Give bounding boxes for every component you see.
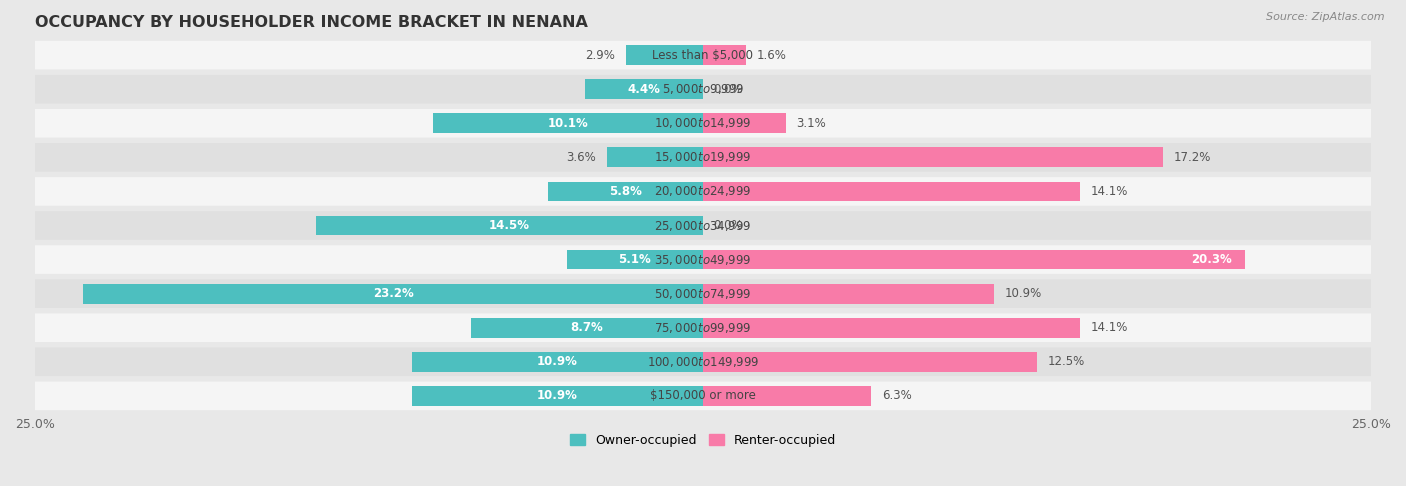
Text: $100,000 to $149,999: $100,000 to $149,999	[647, 355, 759, 369]
Bar	[567, 250, 703, 269]
Bar	[703, 113, 786, 133]
Bar	[703, 250, 1246, 269]
Bar	[703, 147, 1163, 167]
FancyBboxPatch shape	[35, 279, 1371, 308]
Bar	[703, 284, 994, 304]
Bar	[703, 45, 745, 65]
Text: 0.0%: 0.0%	[714, 83, 744, 96]
Text: $10,000 to $14,999: $10,000 to $14,999	[654, 116, 752, 130]
Text: 10.9%: 10.9%	[537, 389, 578, 402]
Bar	[585, 79, 703, 99]
Text: 10.9%: 10.9%	[1005, 287, 1042, 300]
FancyBboxPatch shape	[35, 313, 1371, 342]
Text: $20,000 to $24,999: $20,000 to $24,999	[654, 184, 752, 198]
Text: $150,000 or more: $150,000 or more	[650, 389, 756, 402]
Text: $50,000 to $74,999: $50,000 to $74,999	[654, 287, 752, 301]
Bar	[703, 182, 1080, 201]
Text: 10.9%: 10.9%	[537, 355, 578, 368]
Bar	[315, 216, 703, 235]
Text: 17.2%: 17.2%	[1174, 151, 1211, 164]
Text: 6.3%: 6.3%	[882, 389, 911, 402]
Text: $15,000 to $19,999: $15,000 to $19,999	[654, 150, 752, 164]
Text: 8.7%: 8.7%	[571, 321, 603, 334]
Text: 3.1%: 3.1%	[797, 117, 827, 130]
FancyBboxPatch shape	[35, 245, 1371, 274]
Bar	[433, 113, 703, 133]
FancyBboxPatch shape	[35, 211, 1371, 240]
Bar	[83, 284, 703, 304]
Bar	[471, 318, 703, 338]
FancyBboxPatch shape	[35, 143, 1371, 172]
Text: 14.5%: 14.5%	[489, 219, 530, 232]
Text: 10.1%: 10.1%	[548, 117, 589, 130]
Text: $75,000 to $99,999: $75,000 to $99,999	[654, 321, 752, 335]
Legend: Owner-occupied, Renter-occupied: Owner-occupied, Renter-occupied	[565, 429, 841, 451]
FancyBboxPatch shape	[35, 177, 1371, 206]
Text: $35,000 to $49,999: $35,000 to $49,999	[654, 253, 752, 267]
Bar	[703, 386, 872, 406]
Text: 20.3%: 20.3%	[1191, 253, 1232, 266]
Bar	[412, 386, 703, 406]
Bar	[607, 147, 703, 167]
Text: 5.1%: 5.1%	[619, 253, 651, 266]
FancyBboxPatch shape	[35, 382, 1371, 410]
Bar	[703, 318, 1080, 338]
Text: 12.5%: 12.5%	[1047, 355, 1085, 368]
Text: 3.6%: 3.6%	[567, 151, 596, 164]
FancyBboxPatch shape	[35, 347, 1371, 376]
Text: 1.6%: 1.6%	[756, 49, 786, 62]
Bar	[412, 352, 703, 372]
Text: Less than $5,000: Less than $5,000	[652, 49, 754, 62]
FancyBboxPatch shape	[35, 109, 1371, 138]
Text: 0.0%: 0.0%	[714, 219, 744, 232]
Text: 2.9%: 2.9%	[585, 49, 614, 62]
FancyBboxPatch shape	[35, 75, 1371, 104]
Text: 14.1%: 14.1%	[1091, 185, 1128, 198]
Bar	[626, 45, 703, 65]
Bar	[548, 182, 703, 201]
Bar	[703, 352, 1038, 372]
Text: 14.1%: 14.1%	[1091, 321, 1128, 334]
Text: $5,000 to $9,999: $5,000 to $9,999	[662, 82, 744, 96]
FancyBboxPatch shape	[35, 41, 1371, 69]
Text: 5.8%: 5.8%	[609, 185, 643, 198]
Text: $25,000 to $34,999: $25,000 to $34,999	[654, 219, 752, 232]
Text: Source: ZipAtlas.com: Source: ZipAtlas.com	[1267, 12, 1385, 22]
Text: 23.2%: 23.2%	[373, 287, 413, 300]
Text: OCCUPANCY BY HOUSEHOLDER INCOME BRACKET IN NENANA: OCCUPANCY BY HOUSEHOLDER INCOME BRACKET …	[35, 15, 588, 30]
Text: 4.4%: 4.4%	[627, 83, 661, 96]
